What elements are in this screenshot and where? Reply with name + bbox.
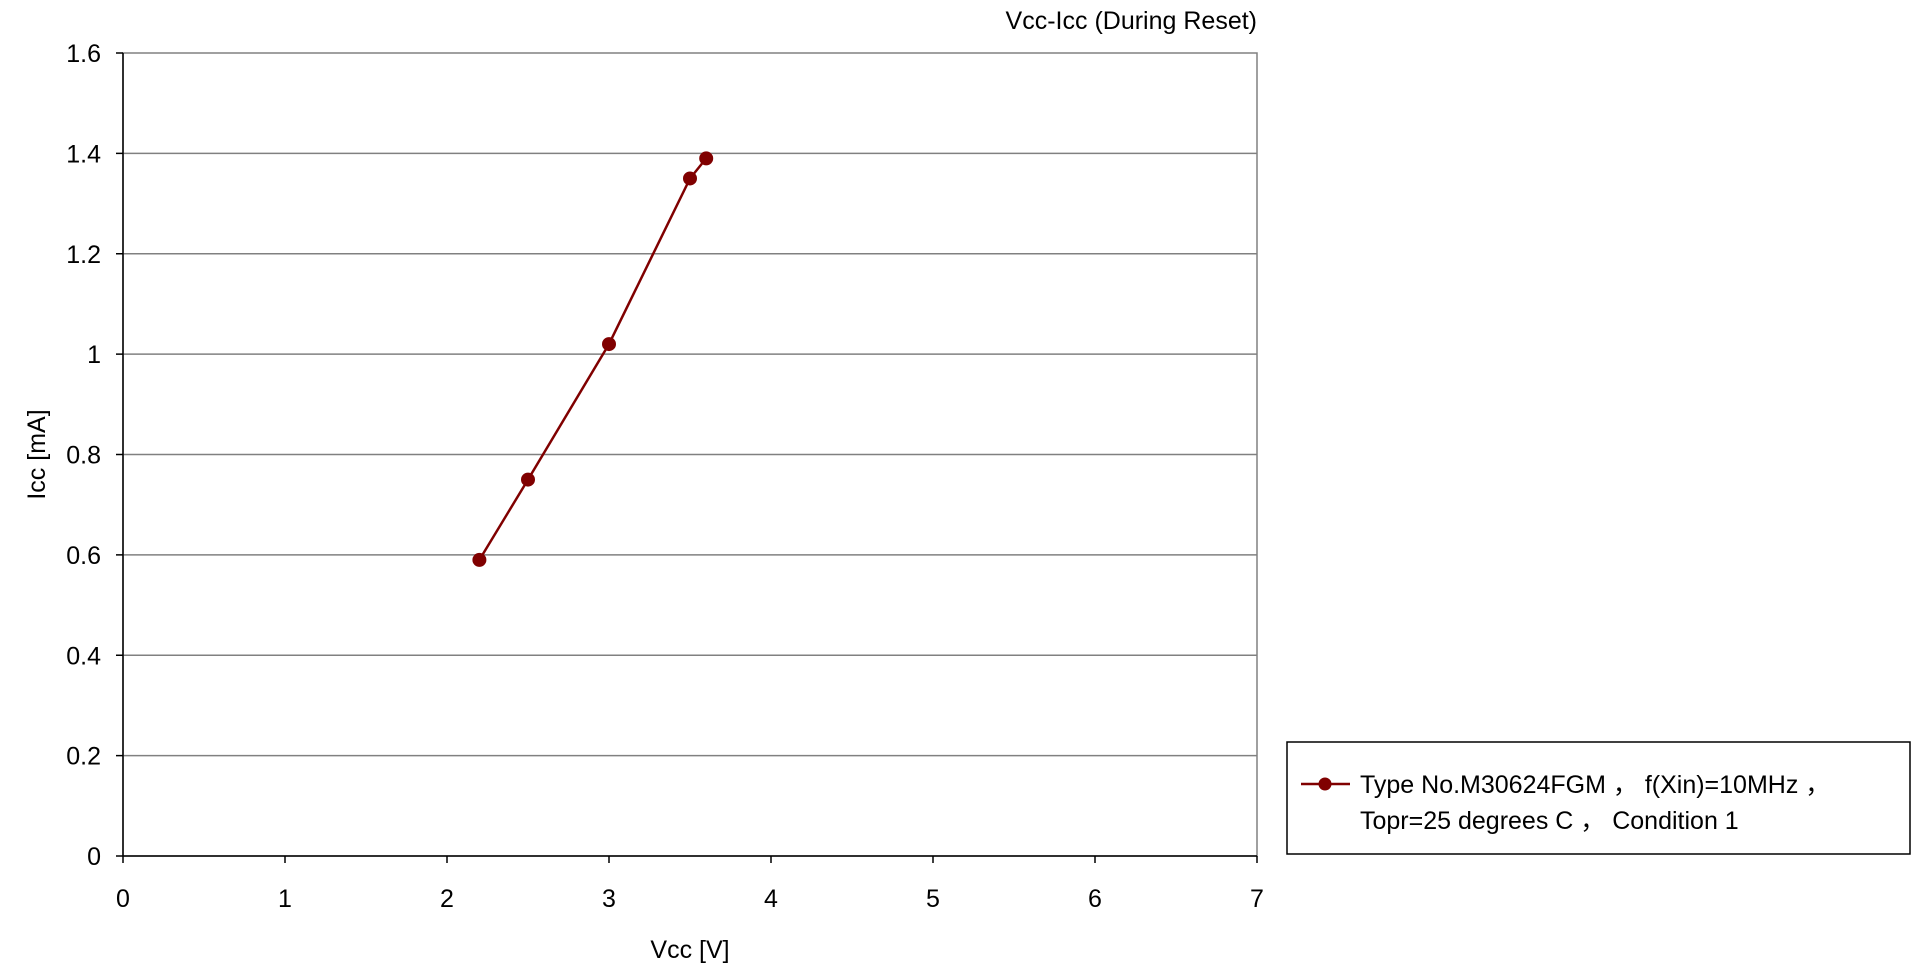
x-tick-label: 7 <box>1250 885 1264 913</box>
x-tick-label: 2 <box>440 885 454 913</box>
y-axis-label: Icc [mA] <box>23 409 51 499</box>
data-point <box>699 151 714 166</box>
data-point <box>683 171 697 186</box>
data-point <box>472 552 487 567</box>
y-tick-label: 0.4 <box>66 642 101 670</box>
x-tick-label: 6 <box>1088 885 1102 913</box>
data-point <box>602 337 616 352</box>
x-tick-label: 5 <box>926 885 940 913</box>
y-tick-label: 1.2 <box>66 241 101 269</box>
y-tick-label: 0 <box>87 843 101 871</box>
y-tick-label: 0.8 <box>66 442 101 470</box>
x-tick-label: 0 <box>116 885 130 913</box>
y-tick-label: 1.4 <box>66 140 101 168</box>
y-tick-label: 1.6 <box>66 40 101 68</box>
data-point <box>521 472 535 487</box>
x-tick-label: 4 <box>764 885 778 913</box>
legend-label: Type No.M30624FGM ， f(Xin)=10MHz ， Topr=2… <box>1360 771 1830 835</box>
chart-title: Vcc-Icc (During Reset) <box>1006 7 1257 35</box>
y-tick-label: 0.6 <box>66 542 101 570</box>
legend-label-line: Topr=25 degrees C ， Condition 1 <box>1360 807 1739 835</box>
x-tick-label: 3 <box>602 885 616 913</box>
x-tick-label: 1 <box>278 885 292 913</box>
x-axis-label: Vcc [V] <box>650 936 729 964</box>
legend-box <box>1286 741 1911 855</box>
y-tick-label: 0.2 <box>66 743 101 771</box>
legend-label-line: Type No.M30624FGM ， f(Xin)=10MHz ， <box>1360 771 1830 799</box>
legend-marker <box>1318 777 1332 791</box>
y-tick-label: 1 <box>87 341 101 369</box>
